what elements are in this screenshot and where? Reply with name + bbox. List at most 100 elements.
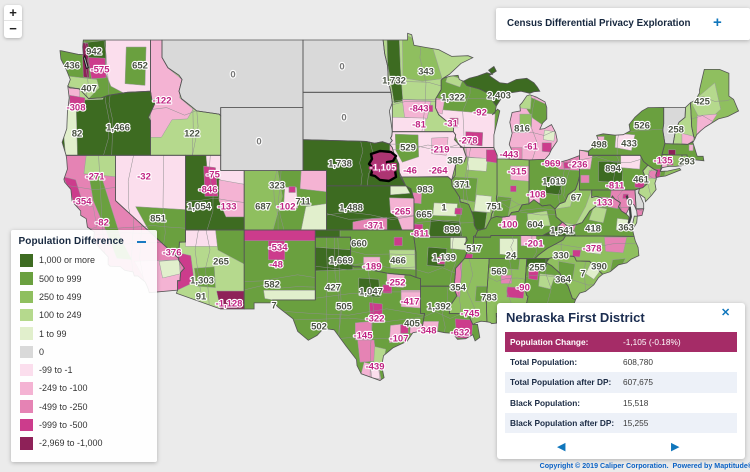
- svg-text:0: 0: [341, 113, 346, 124]
- svg-text:-48: -48: [269, 260, 283, 271]
- svg-text:-252: -252: [386, 278, 405, 289]
- svg-text:2,403: 2,403: [487, 91, 511, 102]
- svg-text:-201: -201: [524, 239, 544, 250]
- svg-text:-1,128: -1,128: [216, 299, 243, 310]
- svg-text:498: 498: [591, 140, 607, 151]
- svg-text:-439: -439: [365, 362, 384, 373]
- svg-text:-417: -417: [400, 297, 419, 308]
- svg-text:-308: -308: [66, 103, 85, 114]
- svg-text:0: 0: [627, 198, 632, 209]
- svg-text:-122: -122: [152, 96, 171, 107]
- svg-text:-46: -46: [403, 166, 417, 177]
- svg-text:-846: -846: [198, 185, 217, 196]
- svg-text:7: 7: [271, 301, 276, 312]
- svg-text:604: 604: [527, 220, 544, 231]
- svg-text:1,047: 1,047: [359, 287, 383, 298]
- svg-text:293: 293: [679, 157, 695, 168]
- svg-text:1,054: 1,054: [187, 202, 211, 213]
- svg-text:-575: -575: [90, 65, 110, 76]
- svg-text:-264: -264: [428, 166, 448, 177]
- svg-text:407: 407: [81, 84, 97, 95]
- svg-text:1,732: 1,732: [382, 76, 406, 87]
- svg-text:505: 505: [336, 302, 353, 313]
- svg-text:-1,105: -1,105: [370, 163, 398, 174]
- svg-text:-133: -133: [593, 198, 612, 209]
- svg-text:82: 82: [72, 129, 83, 140]
- svg-text:-145: -145: [353, 331, 373, 342]
- svg-text:-843: -843: [409, 104, 428, 115]
- svg-text:461: 461: [633, 175, 650, 186]
- svg-text:363: 363: [618, 223, 634, 234]
- svg-text:-135: -135: [653, 156, 673, 167]
- svg-text:0: 0: [339, 62, 344, 73]
- svg-text:-133: -133: [217, 202, 236, 213]
- svg-text:67: 67: [571, 193, 582, 204]
- svg-text:258: 258: [668, 125, 684, 136]
- svg-text:390: 390: [591, 262, 607, 273]
- svg-text:436: 436: [64, 61, 80, 72]
- svg-text:354: 354: [450, 283, 467, 294]
- svg-text:1,466: 1,466: [106, 123, 130, 134]
- svg-text:1,392: 1,392: [427, 302, 451, 313]
- svg-text:-107: -107: [389, 334, 408, 345]
- svg-text:371: 371: [454, 180, 471, 191]
- svg-text:-81: -81: [412, 120, 426, 131]
- svg-text:1,541: 1,541: [550, 226, 574, 237]
- svg-text:851: 851: [150, 214, 167, 225]
- svg-text:1: 1: [441, 203, 447, 214]
- svg-text:-90: -90: [516, 283, 530, 294]
- svg-text:-82: -82: [95, 218, 109, 229]
- svg-text:-354: -354: [72, 197, 92, 208]
- svg-text:330: 330: [553, 251, 569, 262]
- svg-text:433: 433: [621, 139, 637, 150]
- svg-text:569: 569: [491, 267, 507, 278]
- svg-text:-61: -61: [524, 142, 538, 153]
- svg-text:-265: -265: [391, 207, 411, 218]
- svg-text:816: 816: [514, 124, 530, 135]
- svg-text:1,669: 1,669: [329, 256, 353, 267]
- svg-text:-108: -108: [526, 190, 545, 201]
- svg-text:-102: -102: [276, 202, 295, 213]
- svg-text:466: 466: [390, 256, 406, 267]
- svg-text:265: 265: [213, 257, 230, 268]
- svg-text:-271: -271: [85, 172, 105, 183]
- svg-text:24: 24: [506, 251, 517, 262]
- svg-text:122: 122: [184, 129, 200, 140]
- svg-text:665: 665: [416, 210, 433, 221]
- svg-text:660: 660: [351, 239, 367, 250]
- svg-text:-236: -236: [568, 160, 587, 171]
- svg-text:-969: -969: [541, 159, 560, 170]
- svg-text:-811: -811: [606, 181, 625, 192]
- svg-text:7: 7: [580, 269, 585, 280]
- svg-text:899: 899: [444, 225, 460, 236]
- svg-text:343: 343: [418, 67, 434, 78]
- svg-text:687: 687: [255, 202, 271, 213]
- svg-text:751: 751: [486, 202, 503, 213]
- svg-text:-31: -31: [444, 119, 458, 130]
- svg-text:1,488: 1,488: [339, 203, 363, 214]
- svg-text:-378: -378: [582, 244, 601, 255]
- svg-text:983: 983: [417, 185, 433, 196]
- svg-text:517: 517: [466, 244, 482, 255]
- svg-text:0: 0: [230, 70, 235, 81]
- svg-text:-371: -371: [364, 221, 384, 232]
- svg-text:652: 652: [132, 61, 148, 72]
- svg-text:91: 91: [196, 292, 207, 303]
- svg-text:-219: -219: [430, 145, 449, 156]
- svg-text:385: 385: [447, 156, 464, 167]
- svg-text:942: 942: [86, 47, 102, 58]
- svg-text:-745: -745: [460, 309, 480, 320]
- svg-text:-32: -32: [137, 172, 151, 183]
- svg-text:0: 0: [256, 137, 261, 148]
- svg-text:526: 526: [634, 121, 650, 132]
- svg-text:582: 582: [264, 280, 280, 291]
- svg-text:1,019: 1,019: [542, 177, 566, 188]
- svg-text:-189: -189: [362, 262, 381, 273]
- svg-text:-534: -534: [268, 243, 288, 254]
- svg-text:1,738: 1,738: [328, 159, 352, 170]
- svg-text:-348: -348: [417, 326, 436, 337]
- svg-text:1,322: 1,322: [441, 93, 465, 104]
- svg-text:323: 323: [269, 181, 285, 192]
- svg-text:-278: -278: [458, 136, 477, 147]
- svg-text:-100: -100: [498, 220, 517, 231]
